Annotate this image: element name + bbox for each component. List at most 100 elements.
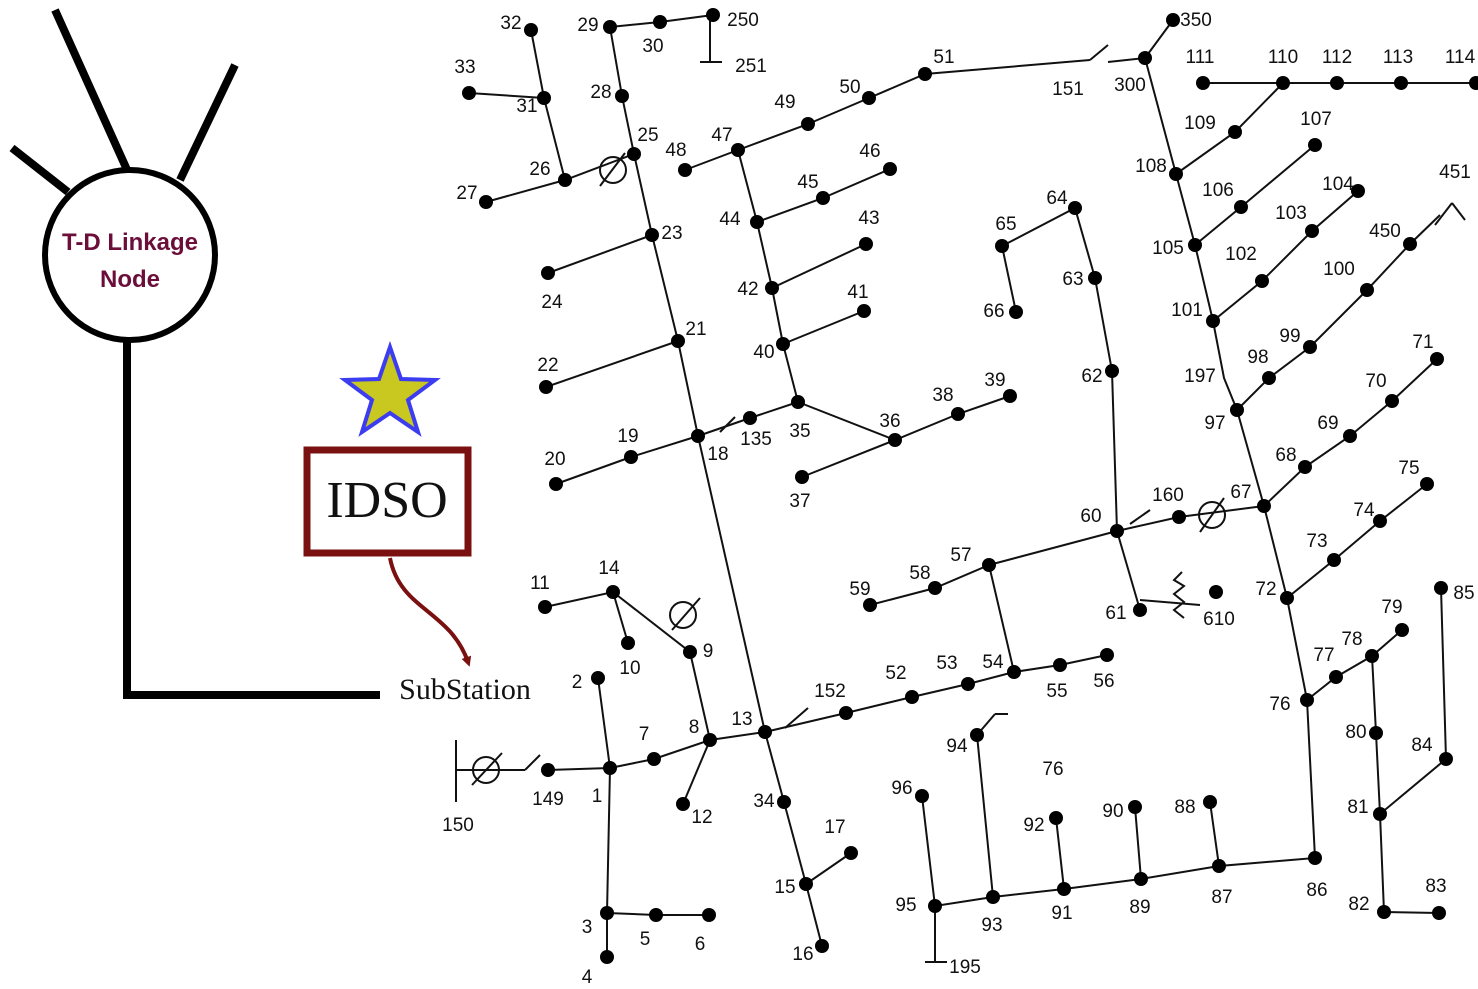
bus-node bbox=[1007, 665, 1021, 679]
bus-label: 51 bbox=[933, 47, 954, 68]
bus-label: 70 bbox=[1365, 371, 1386, 392]
bus-node bbox=[1057, 882, 1071, 896]
bus-label: 101 bbox=[1171, 300, 1203, 321]
bus-label: 108 bbox=[1135, 156, 1167, 177]
bus-label: 6 bbox=[695, 934, 706, 955]
bus-node bbox=[731, 143, 745, 157]
bus-label: 92 bbox=[1023, 815, 1044, 836]
bus-label: 93 bbox=[981, 915, 1002, 936]
bus-label: 27 bbox=[456, 183, 477, 204]
bus-node bbox=[1343, 429, 1357, 443]
bus-label: 98 bbox=[1247, 347, 1268, 368]
bus-label: 450 bbox=[1369, 221, 1401, 242]
bus-node bbox=[799, 877, 813, 891]
bus-node bbox=[1009, 305, 1023, 319]
bus-node bbox=[777, 795, 791, 809]
switch bbox=[784, 707, 809, 729]
feeder-line bbox=[797, 395, 1011, 442]
feeder-line bbox=[771, 243, 867, 289]
feeder-line bbox=[1000, 206, 1118, 532]
bus-label: 65 bbox=[995, 214, 1016, 235]
bus-node bbox=[928, 899, 942, 913]
feeder-line bbox=[1116, 530, 1141, 611]
bus-node bbox=[541, 763, 555, 777]
link-line bbox=[123, 340, 380, 699]
branch-line bbox=[9, 144, 71, 196]
bus-label: 4 bbox=[582, 967, 593, 988]
bus-node bbox=[915, 789, 929, 803]
bus-label: 40 bbox=[753, 342, 774, 363]
bus-label: 59 bbox=[849, 579, 870, 600]
bus-label: 152 bbox=[814, 681, 846, 702]
bus-node bbox=[776, 337, 790, 351]
bus-node bbox=[1068, 201, 1082, 215]
bus-label: 96 bbox=[891, 778, 912, 799]
feeder-line bbox=[1144, 57, 1177, 175]
bus-label: 60 bbox=[1080, 506, 1101, 527]
idso-box bbox=[303, 446, 472, 557]
bus-label: 50 bbox=[839, 77, 860, 98]
feeder-line bbox=[1236, 358, 1438, 508]
bus-label: 42 bbox=[737, 279, 758, 300]
bus-label: 109 bbox=[1184, 113, 1216, 134]
bus-node bbox=[539, 380, 553, 394]
bus-label: 104 bbox=[1322, 174, 1354, 195]
bus-node bbox=[702, 908, 716, 922]
bus-label: 3 bbox=[582, 917, 593, 938]
bus-node bbox=[1133, 603, 1147, 617]
bus-label: 197 bbox=[1184, 366, 1216, 387]
bus-label: 99 bbox=[1279, 326, 1300, 347]
bus-node bbox=[649, 908, 663, 922]
bus-node bbox=[844, 846, 858, 860]
bus-label: 74 bbox=[1353, 500, 1375, 521]
bus-label: 57 bbox=[950, 545, 971, 566]
bus-label: 111 bbox=[1186, 47, 1215, 68]
linkage-node: T-D Linkage Node bbox=[9, 8, 380, 699]
feeder-line bbox=[988, 530, 1118, 566]
bus-label: 18 bbox=[707, 444, 728, 465]
bus-label: 7 bbox=[639, 724, 650, 745]
bus-label: 73 bbox=[1306, 531, 1327, 552]
node-label: T-D Linkage bbox=[62, 229, 198, 256]
bus-node bbox=[1257, 499, 1271, 513]
bus-label: 55 bbox=[1046, 681, 1067, 702]
bus-label: 105 bbox=[1152, 238, 1184, 259]
bus-label: 16 bbox=[792, 944, 813, 965]
bus-node bbox=[791, 395, 805, 409]
bus-label: 48 bbox=[665, 140, 686, 161]
bus-label: 78 bbox=[1341, 629, 1362, 650]
bus-node bbox=[1230, 403, 1244, 417]
bus-label: 33 bbox=[454, 57, 475, 78]
bus-label: 54 bbox=[982, 652, 1004, 673]
bus-label: 36 bbox=[879, 411, 900, 432]
bus-label: 5 bbox=[640, 929, 651, 950]
bus-node bbox=[995, 239, 1009, 253]
switch bbox=[1129, 509, 1151, 525]
bus-node bbox=[1377, 905, 1391, 919]
bus-label: 28 bbox=[590, 82, 611, 103]
bus-node bbox=[1053, 658, 1067, 672]
bus-label: 195 bbox=[949, 957, 981, 978]
bus-node bbox=[558, 173, 572, 187]
bus-label: 100 bbox=[1323, 259, 1355, 280]
bus-node bbox=[549, 477, 563, 491]
feeder-line bbox=[547, 233, 679, 342]
bus-node bbox=[603, 20, 617, 34]
bus-node bbox=[1385, 394, 1399, 408]
bus-label: 69 bbox=[1317, 413, 1338, 434]
bus-node bbox=[462, 86, 476, 100]
bus-label: 15 bbox=[774, 877, 795, 898]
bus-label: 63 bbox=[1062, 269, 1083, 290]
bus-node bbox=[1049, 811, 1063, 825]
bus-node bbox=[1434, 581, 1448, 595]
bus-label: 43 bbox=[858, 208, 879, 229]
bus-label: 89 bbox=[1129, 897, 1150, 918]
bus-node bbox=[928, 581, 942, 595]
bus-node bbox=[1469, 76, 1478, 90]
bus-label: 29 bbox=[577, 15, 598, 36]
bus-label: 160 bbox=[1152, 485, 1184, 506]
bus-node bbox=[1420, 477, 1434, 491]
bus-label: 46 bbox=[859, 141, 880, 162]
symbol bbox=[1434, 202, 1453, 226]
